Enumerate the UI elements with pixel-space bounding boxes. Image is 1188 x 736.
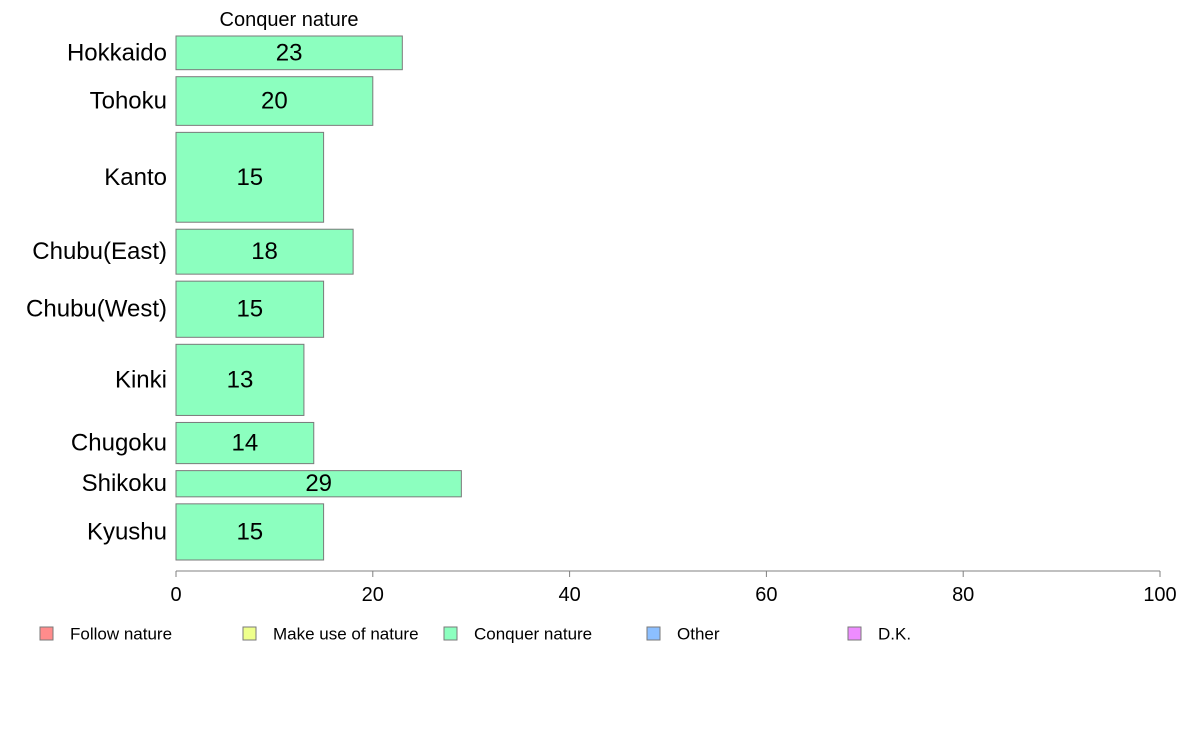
- category-label: Shikoku: [82, 470, 167, 497]
- legend-label: D.K.: [878, 625, 911, 644]
- value-label: 20: [261, 88, 288, 115]
- bar: [175, 470, 462, 498]
- legend-swatch: [39, 626, 54, 641]
- bar: [175, 280, 325, 338]
- value-label: 15: [236, 518, 263, 545]
- bar: [175, 343, 305, 416]
- legend-label: Make use of nature: [273, 625, 419, 644]
- bar: [175, 421, 315, 465]
- legend-label: Other: [677, 625, 720, 644]
- bar: [175, 503, 325, 561]
- bar: [175, 76, 374, 126]
- value-label: 29: [305, 470, 332, 497]
- value-label: 15: [236, 296, 263, 323]
- x-tick-label: 20: [362, 584, 384, 606]
- category-label: Chugoku: [71, 430, 167, 457]
- x-axis: 0 20 40 60 80 100: [170, 570, 1177, 606]
- category-label: Chubu(West): [26, 296, 167, 323]
- legend-swatch: [443, 626, 458, 641]
- bars-group: 23 Hokkaido 20 Tohoku 15 Kanto 18 Chubu(East) 15…: [26, 35, 462, 561]
- value-label: 23: [276, 39, 303, 66]
- legend: Follow nature Make use of nature Conquer n…: [39, 625, 911, 644]
- legend-swatch: [646, 626, 661, 641]
- category-label: Hokkaido: [67, 39, 167, 66]
- category-label: Kyushu: [87, 518, 167, 545]
- bar: [175, 35, 403, 71]
- category-label: Tohoku: [90, 88, 167, 115]
- value-label: 13: [227, 366, 254, 393]
- value-label: 15: [236, 164, 263, 191]
- legend-label: Conquer nature: [474, 625, 592, 644]
- category-label: Chubu(East): [32, 238, 167, 265]
- legend-swatch: [242, 626, 257, 641]
- x-tick-label: 60: [755, 584, 777, 606]
- chart-title: Conquer nature: [220, 9, 359, 31]
- x-tick-label: 80: [952, 584, 974, 606]
- legend-swatch: [847, 626, 862, 641]
- legend-label: Follow nature: [70, 625, 172, 644]
- bar: [175, 228, 354, 275]
- x-tick-label: 100: [1143, 584, 1176, 606]
- value-label: 18: [251, 238, 278, 265]
- category-label: Kanto: [104, 164, 167, 191]
- category-label: Kinki: [115, 366, 167, 393]
- bar: [175, 131, 325, 223]
- x-tick-label: 0: [170, 584, 181, 606]
- value-label: 14: [232, 430, 259, 457]
- x-tick-label: 40: [558, 584, 580, 606]
